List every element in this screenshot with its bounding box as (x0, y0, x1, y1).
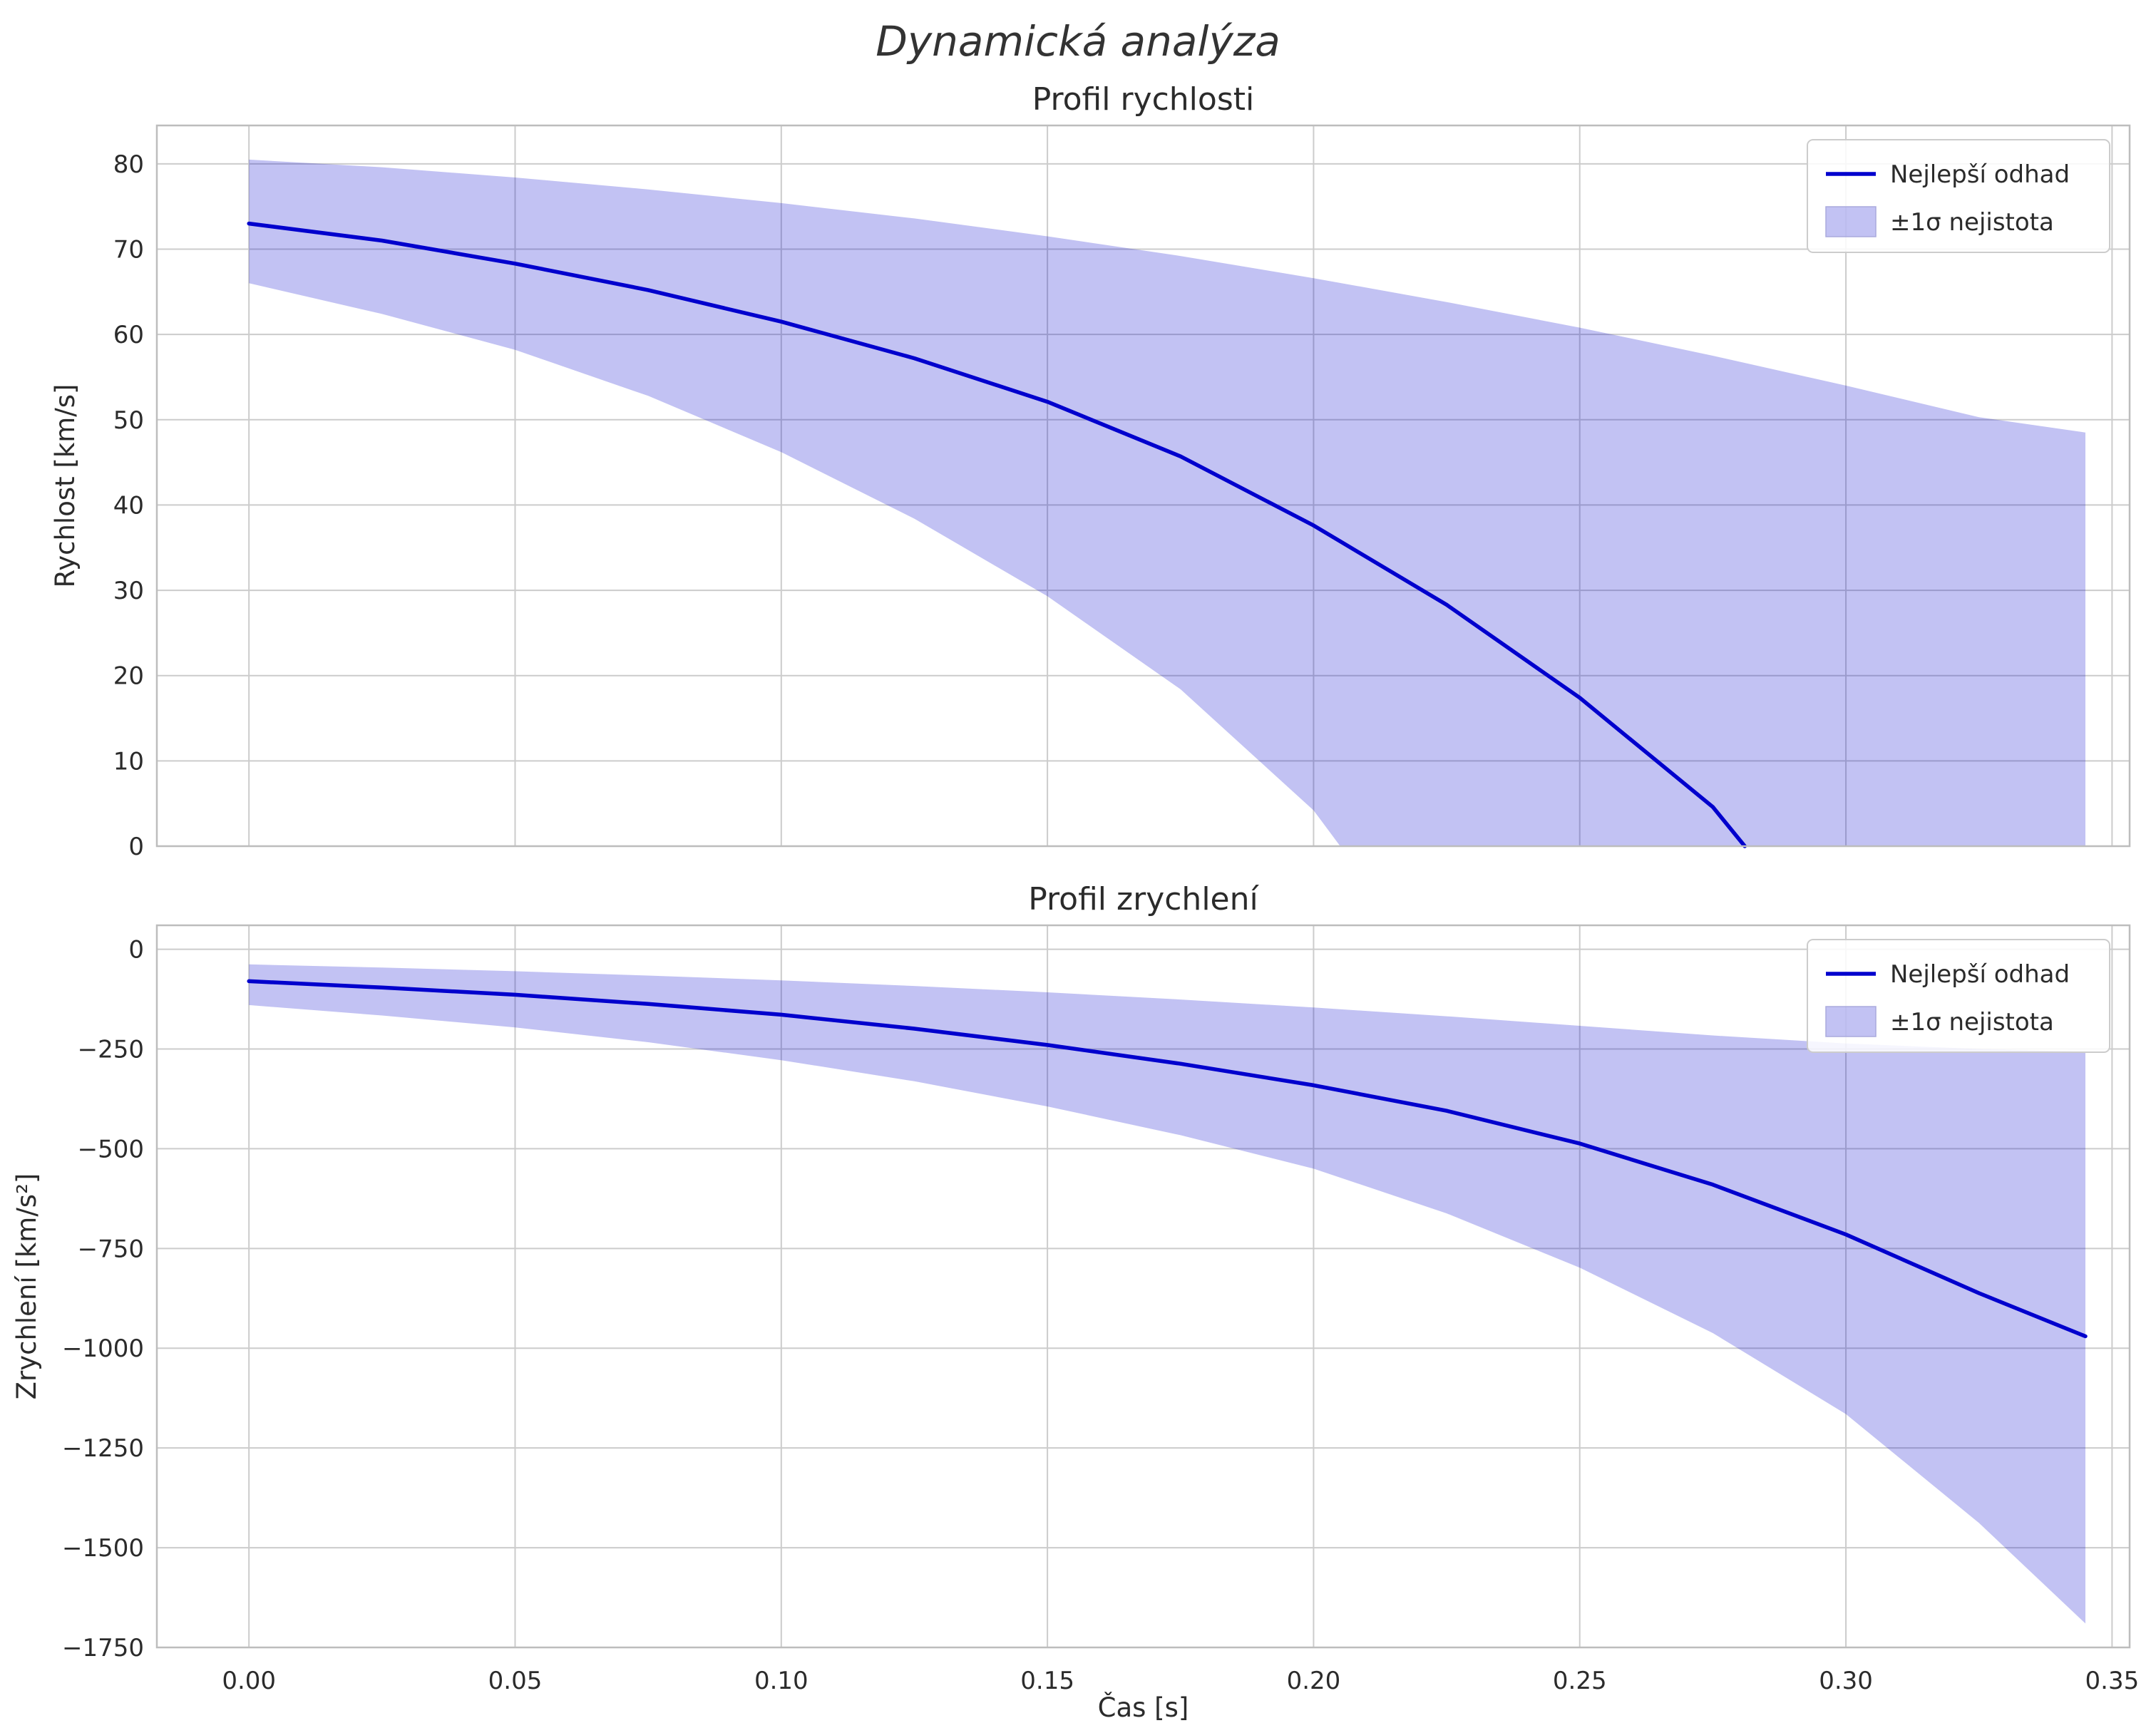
y-tick-label: 70 (113, 235, 144, 264)
y-tick-label: 60 (113, 321, 144, 349)
y-tick-label: −1500 (62, 1534, 144, 1563)
legend-band-swatch (1825, 206, 1877, 237)
y-tick-label: 0 (128, 833, 144, 861)
y-tick-label: −1000 (62, 1334, 144, 1363)
legend-label: ±1σ nejistota (1890, 1008, 2054, 1037)
y-tick-label: 10 (113, 747, 144, 776)
x-tick-label: 0.25 (1553, 1667, 1607, 1695)
x-tick-label: 0.05 (488, 1667, 543, 1695)
legend-box (1807, 939, 2110, 1053)
y-axis-label: Zrychlení [km/s²] (11, 1173, 42, 1400)
y-tick-label: −500 (78, 1135, 144, 1163)
best-estimate-line (247, 979, 2088, 1339)
uncertainty-band (249, 159, 2086, 846)
y-tick-label: 30 (113, 577, 144, 605)
y-tick-label: −250 (78, 1035, 144, 1064)
y-tick-label: 20 (113, 662, 144, 691)
legend-label: Nejlepší odhad (1890, 960, 2070, 989)
x-tick-label: 0.35 (2085, 1667, 2140, 1695)
subplot-title: Profil rychlosti (1032, 81, 1254, 118)
x-tick-label: 0.30 (1819, 1667, 1873, 1695)
best-estimate-line (247, 221, 1747, 848)
acceleration-chart: −1750 −1500 −1250 −1000 −750 −500 −250 0 Profil … (11, 881, 2131, 1662)
y-tick-label: 50 (113, 406, 144, 435)
x-tick-label: 0.00 (222, 1667, 276, 1695)
velocity-chart: 0 10 20 30 40 50 60 70 80 Profil rychlosti Rychlos… (50, 81, 2131, 861)
x-tick-label: 0.15 (1020, 1667, 1074, 1695)
subplot-title: Profil zrychlení (1028, 881, 1259, 917)
legend-label: ±1σ nejistota (1890, 208, 2054, 237)
plot-border (155, 924, 2131, 1649)
y-tick-label: 40 (113, 491, 144, 520)
y-tick-label: 80 (113, 150, 144, 179)
y-axis-label: Rychlost [km/s] (50, 384, 81, 588)
legend-band-swatch (1825, 1006, 1877, 1037)
uncertainty-band (249, 964, 2086, 1624)
legend-label: Nejlepší odhad (1890, 160, 2070, 189)
x-tick-label: 0.10 (754, 1667, 808, 1695)
plot-border (155, 124, 2131, 848)
y-tick-label: 0 (128, 936, 144, 965)
x-axis-label: Čas [s] (1098, 1692, 1189, 1723)
y-tick-label: −1750 (62, 1634, 144, 1662)
x-tick-label: 0.20 (1287, 1667, 1341, 1695)
y-tick-label: −750 (78, 1235, 144, 1263)
y-tick-label: −1250 (62, 1434, 144, 1463)
legend-box (1807, 139, 2110, 253)
